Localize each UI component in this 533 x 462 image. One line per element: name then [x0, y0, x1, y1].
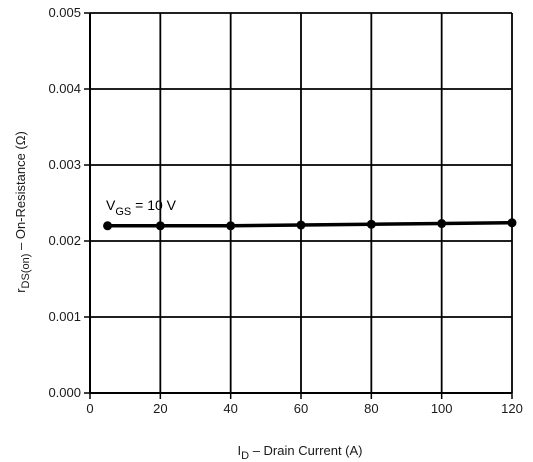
annotation-rest: = 10 V — [131, 197, 176, 213]
x-axis-title-rest: – Drain Current (A) — [249, 443, 362, 458]
y-axis-title-main: r — [13, 288, 28, 293]
y-axis-title-sub: DS(on) — [20, 254, 32, 289]
y-axis-title-rest: – On-Resistance (Ω) — [13, 131, 28, 253]
series — [103, 218, 517, 231]
data-point — [103, 221, 113, 231]
x-tick-label: 120 — [501, 401, 523, 416]
x-tick-label: 40 — [223, 401, 237, 416]
data-point — [507, 218, 517, 228]
x-tick-labels: 0 20 40 60 80 100 120 — [86, 401, 522, 416]
x-tick-label: 20 — [153, 401, 167, 416]
x-axis-title-main: I — [238, 443, 242, 458]
vgs-annotation: VGS = 10 V — [106, 197, 177, 218]
x-tick-label: 80 — [364, 401, 378, 416]
grid — [84, 12, 513, 399]
x-axis-title: ID – Drain Current (A) — [238, 443, 363, 462]
series-line — [107, 221, 513, 228]
y-tick-label: 0.000 — [48, 385, 81, 400]
y-tick-label: 0.001 — [48, 309, 81, 324]
annotation-main: V — [106, 197, 116, 213]
data-point — [296, 220, 306, 230]
data-point — [226, 221, 236, 231]
x-axis-title-sub: D — [241, 450, 249, 462]
y-tick-label: 0.002 — [48, 233, 81, 248]
annotation-sub: GS — [115, 206, 131, 218]
data-point — [366, 219, 376, 229]
data-point — [437, 219, 447, 229]
y-tick-label: 0.004 — [48, 81, 81, 96]
x-tick-label: 100 — [431, 401, 453, 416]
data-point — [155, 221, 165, 231]
y-axis-title: rDS(on) – On-Resistance (Ω) — [13, 131, 32, 293]
y-tick-label: 0.003 — [48, 157, 81, 172]
y-tick-label: 0.005 — [48, 5, 81, 20]
x-tick-label: 0 — [86, 401, 93, 416]
x-tick-label: 60 — [294, 401, 308, 416]
y-tick-labels: 0.000 0.001 0.002 0.003 0.004 0.005 — [48, 5, 81, 400]
